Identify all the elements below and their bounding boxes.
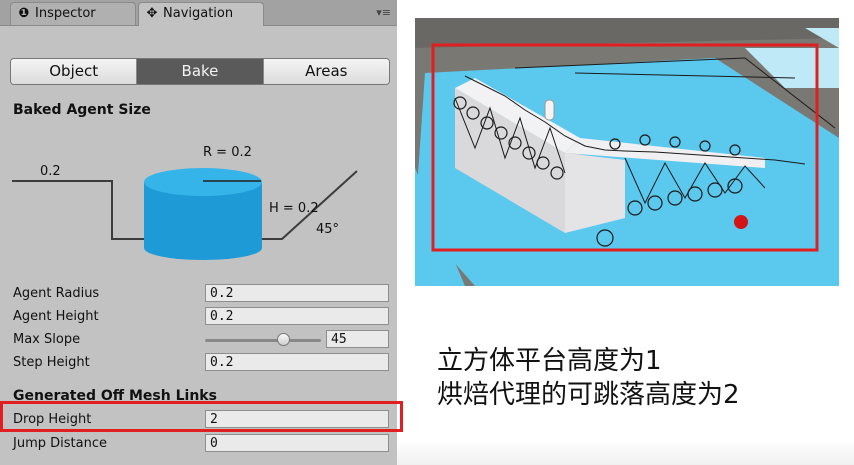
navigation-icon: ✥ [146, 6, 158, 21]
menu-icon[interactable]: ▾≡ [376, 6, 391, 19]
bottom-fade [397, 440, 854, 465]
jump-distance-field[interactable]: 0 [205, 434, 389, 452]
jump-distance-label: Jump Distance [13, 436, 107, 451]
tab-inspector[interactable]: ❶ Inspector [10, 2, 136, 25]
agent-radius-field[interactable]: 0.2 [205, 284, 389, 302]
max-slope-slider-track[interactable] [205, 339, 321, 342]
height-label: H = 0.2 [269, 201, 319, 216]
tab-navigation[interactable]: ✥ Navigation [138, 2, 264, 26]
agent-diagram-graphic [12, 168, 358, 260]
step-height-field[interactable]: 0.2 [205, 353, 389, 371]
max-slope-slider-thumb[interactable] [276, 333, 290, 346]
radius-label: R = 0.2 [203, 145, 252, 160]
agent-height-row: Agent Height 0.2 [13, 307, 393, 327]
slope-angle-label: 45° [316, 222, 340, 237]
navigation-panel: ❶ Inspector ✥ Navigation ▾≡ Object Bake Ar… [0, 0, 397, 465]
tab-navigation-label: Navigation [163, 6, 234, 21]
drop-height-row: Drop Height 2 [13, 410, 393, 430]
step-height-label-field: Step Height [13, 355, 90, 370]
drop-height-label: Drop Height [13, 412, 92, 427]
max-slope-label: Max Slope [13, 332, 81, 347]
agent-height-field[interactable]: 0.2 [205, 307, 389, 325]
drop-height-highlight-box [0, 401, 403, 432]
max-slope-row: Max Slope 45 [13, 330, 393, 350]
scene-graphic [415, 18, 839, 286]
info-icon: ❶ [18, 6, 30, 21]
scene-view[interactable] [415, 18, 839, 286]
baked-agent-size-title: Baked Agent Size [13, 102, 151, 118]
bake-tab-button[interactable]: Bake [137, 59, 264, 84]
agent-radius-label: Agent Radius [13, 286, 100, 301]
drop-height-field[interactable]: 2 [205, 410, 389, 428]
tab-inspector-label: Inspector [35, 6, 96, 21]
object-tab-button[interactable]: Object [11, 59, 138, 84]
agent-height-label: Agent Height [13, 309, 99, 324]
tab-bar: ❶ Inspector ✥ Navigation ▾≡ [0, 0, 397, 26]
caption-line-1: 立方体平台高度为1 [437, 346, 662, 376]
step-height-label: 0.2 [40, 164, 61, 179]
agent-size-diagram: 0.2 R = 0.2 H = 0.2 45° [0, 128, 397, 268]
caption: 立方体平台高度为1 烘焙代理的可跳落高度为2 [437, 344, 740, 412]
mode-segmented-control: Object Bake Areas [10, 58, 390, 85]
caption-line-2: 烘焙代理的可跳落高度为2 [437, 380, 740, 410]
max-slope-field[interactable]: 45 [326, 330, 389, 348]
generated-links-title: Generated Off Mesh Links [13, 388, 217, 404]
jump-distance-row: Jump Distance 0 [13, 434, 393, 454]
areas-tab-button[interactable]: Areas [263, 59, 389, 84]
step-height-row: Step Height 0.2 [13, 353, 393, 373]
agent-radius-row: Agent Radius 0.2 [13, 284, 393, 304]
